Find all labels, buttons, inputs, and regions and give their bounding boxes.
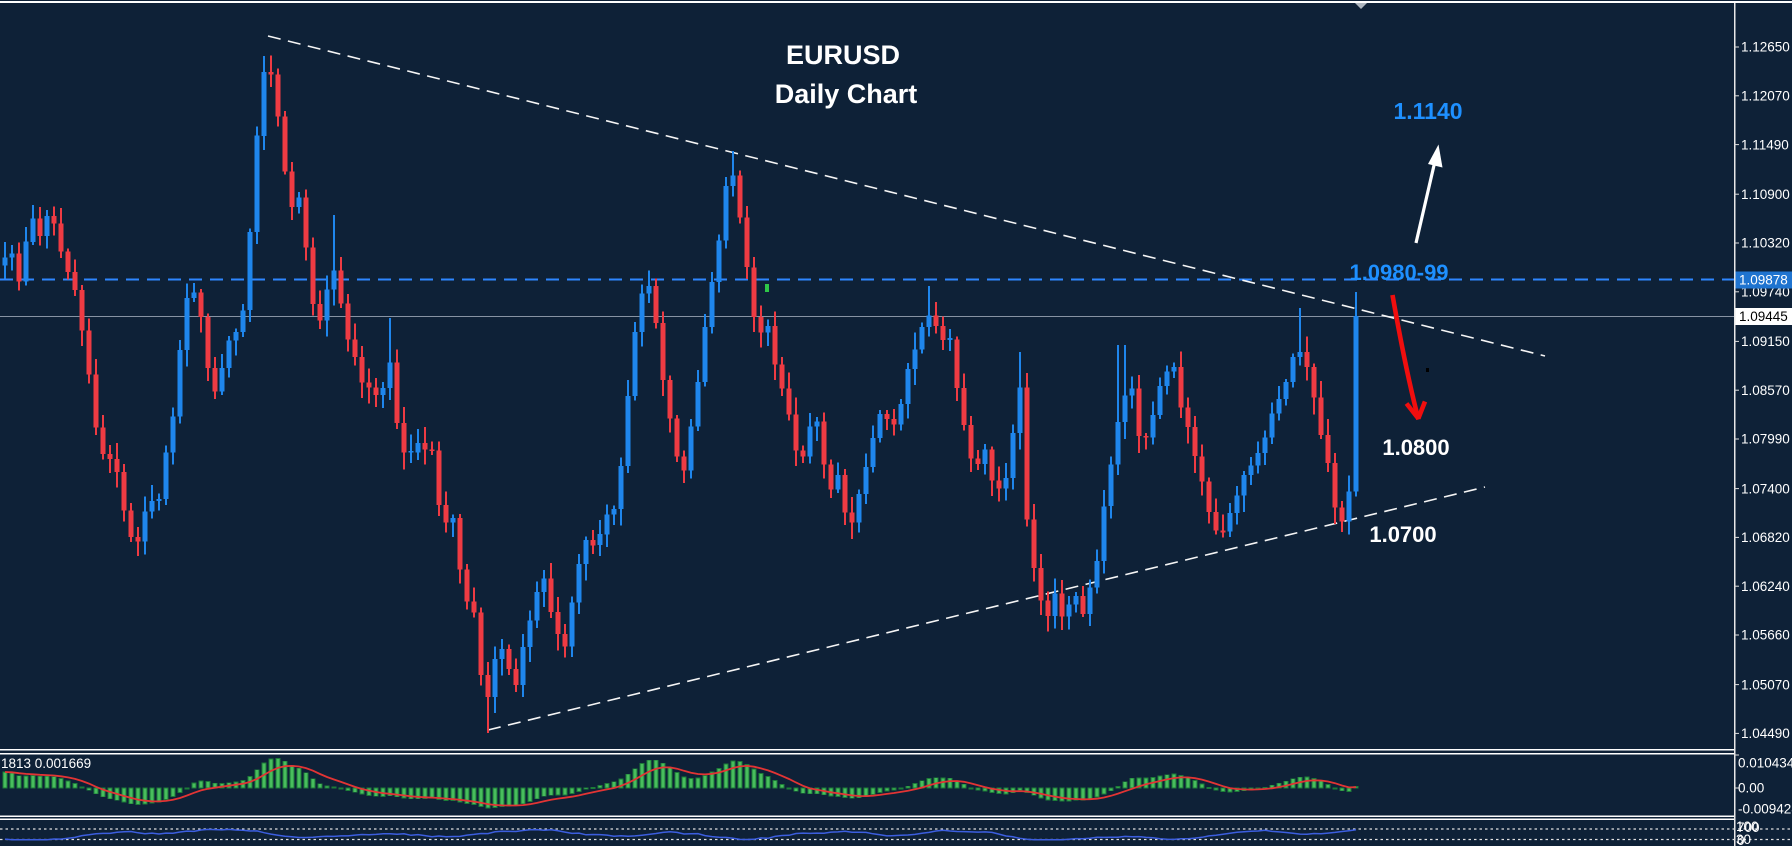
svg-text:EURUSD: EURUSD <box>786 40 900 70</box>
svg-text:1813 0.001669: 1813 0.001669 <box>1 756 91 771</box>
svg-text:1.05070: 1.05070 <box>1741 677 1790 692</box>
svg-text:1.0980-99: 1.0980-99 <box>1349 260 1448 285</box>
svg-text:1.06240: 1.06240 <box>1741 579 1790 594</box>
svg-text:-0.009428: -0.009428 <box>1738 802 1792 817</box>
svg-text:1.07400: 1.07400 <box>1741 481 1790 496</box>
svg-text:1.09445: 1.09445 <box>1739 309 1788 324</box>
svg-text:1.08570: 1.08570 <box>1741 383 1790 398</box>
svg-text:Daily Chart: Daily Chart <box>775 79 918 109</box>
svg-text:1.10900: 1.10900 <box>1741 187 1790 202</box>
svg-text:1.0700: 1.0700 <box>1369 522 1436 547</box>
svg-text:1.05660: 1.05660 <box>1741 628 1790 643</box>
svg-text:100: 100 <box>1736 819 1759 834</box>
svg-text:1.04490: 1.04490 <box>1741 726 1790 741</box>
svg-text:1.06820: 1.06820 <box>1741 530 1790 545</box>
svg-text:1.07990: 1.07990 <box>1741 432 1790 447</box>
svg-text:1.11490: 1.11490 <box>1741 137 1789 152</box>
svg-text:1.12070: 1.12070 <box>1741 89 1790 104</box>
svg-text:0.010434: 0.010434 <box>1738 756 1792 771</box>
svg-text:1.09150: 1.09150 <box>1741 334 1790 349</box>
svg-text:700: 700 <box>1737 820 1760 835</box>
svg-text:1.1140: 1.1140 <box>1393 98 1462 124</box>
svg-text:1.09878: 1.09878 <box>1739 273 1788 288</box>
svg-text:0.00: 0.00 <box>1738 781 1764 796</box>
svg-text:1.12650: 1.12650 <box>1741 40 1790 55</box>
svg-text:1.0800: 1.0800 <box>1382 435 1449 460</box>
svg-text:30: 30 <box>1736 832 1751 846</box>
svg-text:1.10320: 1.10320 <box>1741 236 1790 251</box>
svg-text:0: 0 <box>1737 833 1745 846</box>
